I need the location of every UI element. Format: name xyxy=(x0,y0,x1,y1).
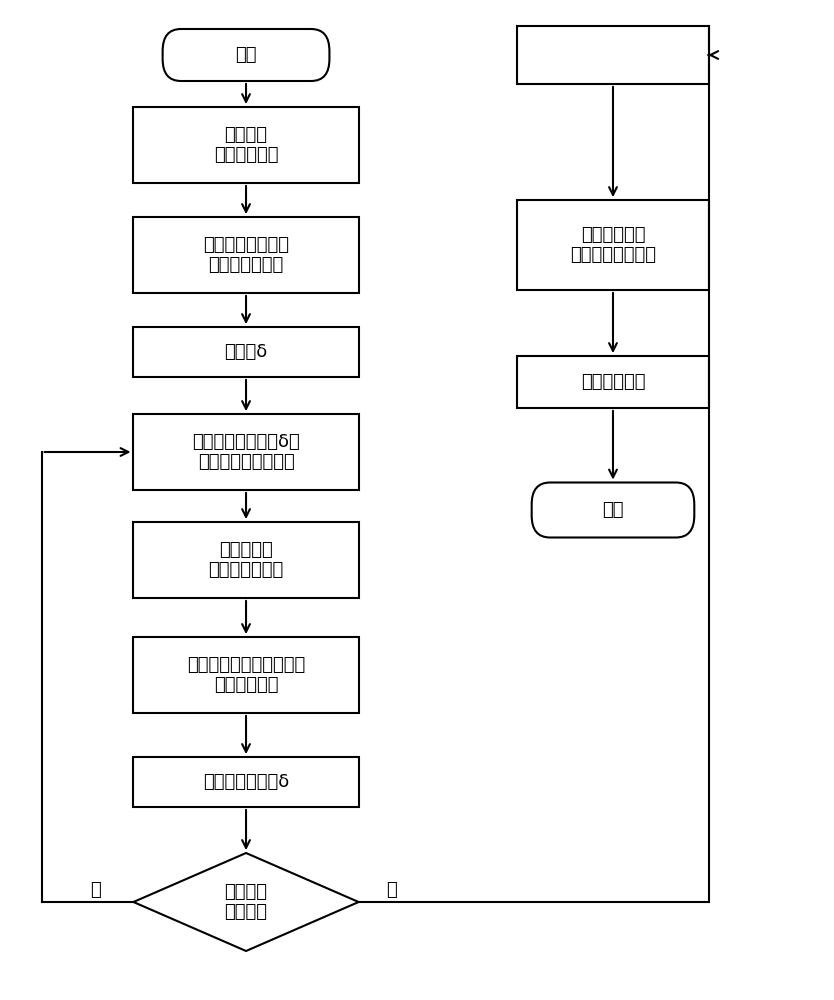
Bar xyxy=(517,200,709,290)
Text: 是: 是 xyxy=(387,881,397,899)
Text: 否: 否 xyxy=(91,881,101,899)
Polygon shape xyxy=(133,853,359,951)
Text: 将通过连通性检查的类对
聚合成为新类: 将通过连通性检查的类对 聚合成为新类 xyxy=(187,656,305,694)
Bar xyxy=(133,414,359,490)
FancyBboxPatch shape xyxy=(163,29,329,81)
Bar xyxy=(133,327,359,377)
Text: 结束: 结束 xyxy=(602,501,624,519)
Text: 每个节点单独成类
并计算类间距离: 每个节点单独成类 并计算类间距离 xyxy=(203,236,289,274)
Text: 开始: 开始 xyxy=(235,46,257,64)
Text: 更新类间距离及δ: 更新类间距离及δ xyxy=(203,773,289,791)
Bar xyxy=(133,522,359,598)
FancyBboxPatch shape xyxy=(532,483,694,538)
Text: 已经聚合
为一个类: 已经聚合 为一个类 xyxy=(224,883,268,921)
Bar xyxy=(133,107,359,183)
Text: 求取等效
电气距离矩阵: 求取等效 电气距离矩阵 xyxy=(214,126,279,164)
Bar xyxy=(517,26,709,84)
Bar xyxy=(133,757,359,807)
Bar xyxy=(133,637,359,713)
Text: 求取类间距离小于δ或
类间距离最小的类对: 求取类间距离小于δ或 类间距离最小的类对 xyxy=(192,433,300,471)
Text: 获得分区结果: 获得分区结果 xyxy=(580,373,646,391)
Bar xyxy=(133,217,359,293)
Text: 依次对类对
进行连通性检查: 依次对类对 进行连通性检查 xyxy=(208,541,284,579)
Text: 分析聚类过程
获得最优分区数目: 分析聚类过程 获得最优分区数目 xyxy=(570,226,656,264)
Text: 初始化δ: 初始化δ xyxy=(224,343,268,361)
Bar xyxy=(517,356,709,408)
